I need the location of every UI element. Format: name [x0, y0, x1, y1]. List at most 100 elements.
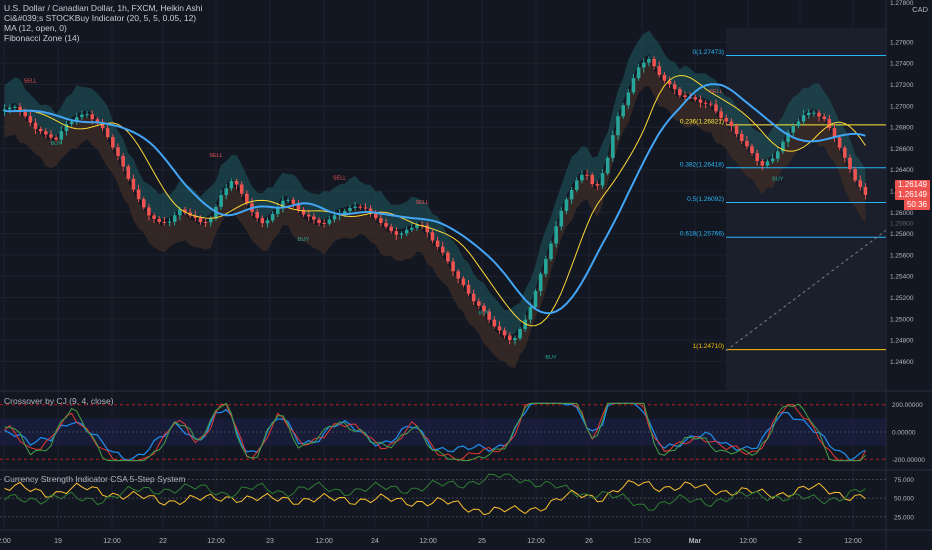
candle-body — [358, 206, 363, 208]
candle-body — [95, 119, 100, 122]
candle-body — [312, 216, 316, 220]
price-tick-label: 1.25400 — [890, 274, 914, 281]
time-tick-label: 12:00 — [207, 538, 225, 545]
candle-body — [379, 218, 383, 223]
time-tick-label: 12:00 — [103, 538, 121, 545]
price-tick-label: 1.26400 — [890, 167, 914, 174]
time-tick-label: 22 — [159, 538, 167, 545]
candle-body — [482, 305, 486, 312]
candle-body — [863, 187, 868, 195]
time-tick-label: Mar — [689, 538, 702, 545]
candle-body — [44, 131, 48, 135]
candle-body — [270, 213, 275, 221]
candle-body — [456, 271, 461, 279]
currency-label: CAD — [912, 5, 928, 14]
buy-signal-label: BUY — [478, 311, 490, 317]
candle-body — [234, 181, 239, 185]
buy-signal-label: BUY — [772, 176, 784, 182]
candle-body — [49, 134, 53, 138]
time-tick-label: 12:00 — [527, 538, 545, 545]
candle-body — [518, 328, 522, 339]
price-tick-top: 1.27800 — [890, 0, 914, 7]
candle-body — [781, 141, 785, 152]
candle-body — [559, 210, 564, 227]
candle-body — [765, 161, 770, 166]
time-axis[interactable]: 2:00 19 12:00 22 12:00 23 12:00 24 12:00 25 12:00 2… — [0, 538, 862, 545]
time-tick-label: 24 — [371, 538, 379, 545]
candle-body — [693, 97, 698, 100]
candle-body — [574, 180, 579, 190]
candle-body — [791, 125, 796, 133]
strength-pane-title[interactable]: Currency Strength Indicator CSA 5-Step S… — [4, 474, 186, 484]
candle-body — [585, 174, 589, 176]
buy-signal-label: BUY — [298, 237, 310, 243]
symbol-title[interactable]: U.S. Dollar / Canadian Dollar, 1h, FXCM,… — [4, 3, 203, 13]
candle-body — [708, 103, 713, 105]
candle-body — [301, 209, 306, 215]
candle-body — [513, 338, 517, 341]
candle-body — [487, 311, 491, 320]
candle-body — [245, 193, 249, 204]
candle-body — [363, 207, 368, 209]
candle-body — [255, 212, 259, 219]
candle-body — [7, 107, 12, 110]
indicator-ma-label[interactable]: MA (12, open, 0) — [4, 23, 67, 33]
price-tick-label: 1.27000 — [890, 103, 914, 110]
candle-body — [739, 133, 744, 142]
candle-body — [595, 184, 600, 186]
close-price-tag: 1.26149 — [895, 190, 930, 200]
candle-body — [317, 219, 321, 223]
candle-body — [817, 112, 821, 117]
candle-body — [430, 232, 435, 241]
heikin-ashi-candles — [2, 56, 868, 345]
candle-body — [167, 221, 172, 223]
fib-label-0.236: 0.236(1.26821) — [680, 118, 724, 125]
sell-signal-label: SELL — [333, 175, 346, 181]
candle-body — [23, 111, 28, 117]
candle-body — [332, 215, 337, 220]
candle-body — [647, 58, 651, 63]
time-tick-label: 12:00 — [419, 538, 437, 545]
candle-body — [275, 207, 280, 214]
indicator-stockbuy-label[interactable]: Ci&#039;s STOCKBuy Indicator (20, 5, 5, … — [4, 13, 197, 23]
candle-body — [703, 102, 708, 104]
candle-body — [745, 141, 749, 147]
buy-signal-label: BUY — [545, 355, 557, 361]
moving-average-lines — [4, 74, 866, 327]
candle-body — [626, 92, 631, 106]
ma-yellow-line — [4, 74, 866, 327]
time-tick-label: 26 — [585, 538, 593, 545]
price-tick-hidden: 1.25900 — [890, 220, 914, 227]
sell-signal-label: SELL — [209, 153, 222, 159]
price-tick-label: 1.27600 — [890, 39, 914, 46]
time-tick-label: 25 — [478, 538, 486, 545]
candle-body — [74, 117, 79, 122]
candle-body — [760, 161, 765, 166]
buy-signal-label: BUY — [50, 141, 62, 147]
candle-body — [348, 207, 352, 212]
candle-body — [353, 206, 357, 208]
candle-body — [90, 114, 95, 120]
candle-body — [100, 121, 105, 129]
fib-label-0.382: 0.382(1.26418) — [680, 161, 724, 168]
candle-body — [28, 116, 33, 123]
price-axis[interactable]: 1.27800 1.27600 1.27400 1.27200 1.27000 1.268… — [890, 0, 925, 521]
candle-body — [446, 252, 450, 262]
indicator-fibzone-label[interactable]: Fibonacci Zone (14) — [4, 33, 80, 43]
crossover-pane-title[interactable]: Crossover by CJ (9, 4, close) — [4, 396, 114, 406]
candle-body — [306, 214, 311, 217]
candle-body — [554, 226, 558, 244]
last-price-tag: 1.26149 — [895, 180, 930, 190]
candle-body — [141, 199, 146, 208]
candle-body — [497, 326, 502, 331]
candle-body — [286, 199, 290, 201]
price-tick-label: 1.26000 — [890, 210, 914, 217]
candle-body — [193, 215, 198, 218]
time-tick-label: 12:00 — [315, 538, 333, 545]
candle-body — [33, 122, 38, 129]
candle-body — [657, 66, 662, 75]
candle-body — [219, 195, 223, 207]
candle-body — [116, 147, 120, 156]
